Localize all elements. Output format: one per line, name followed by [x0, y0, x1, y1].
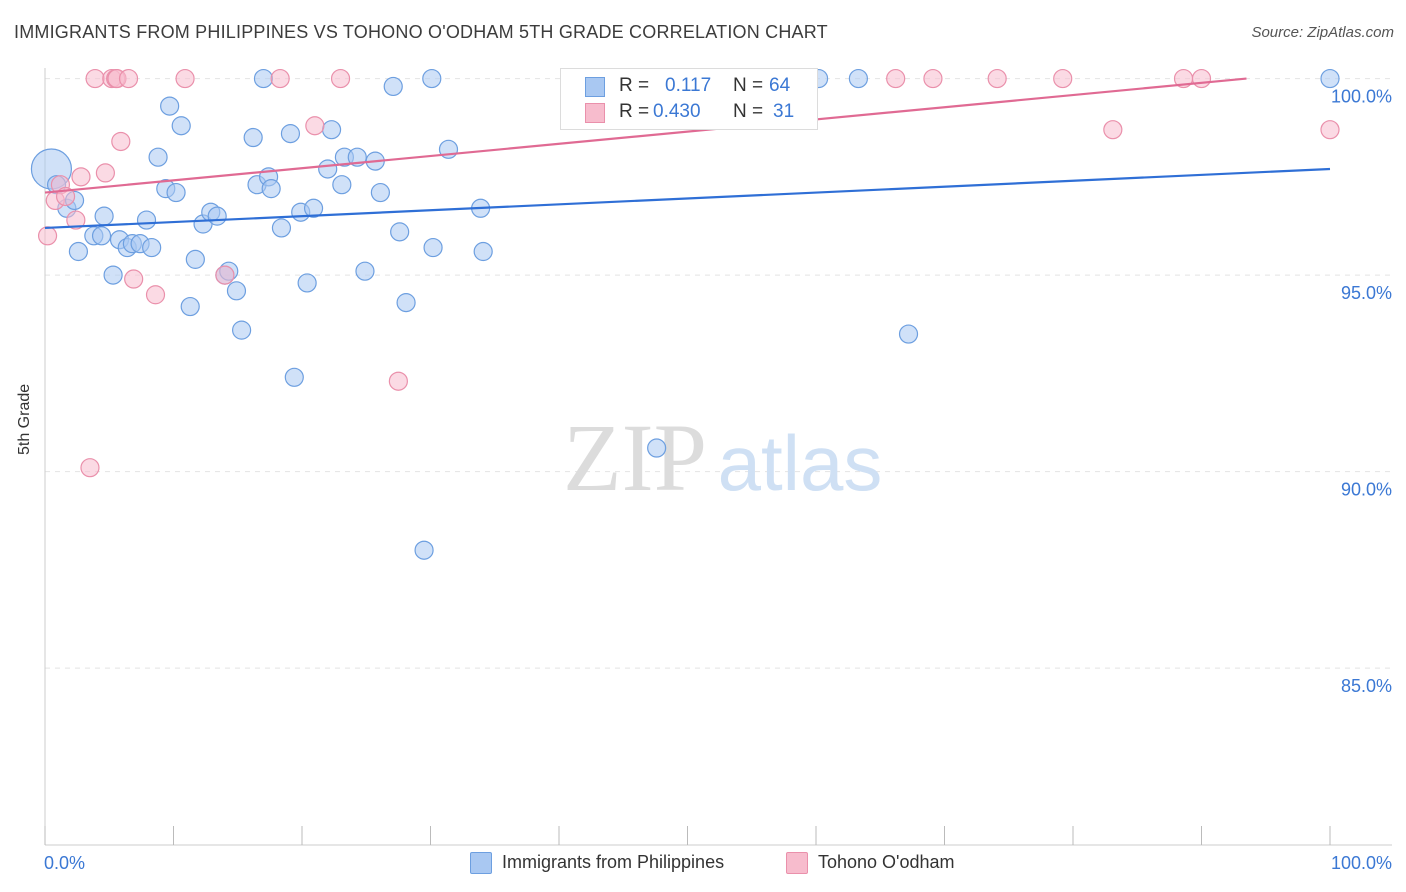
y-tick-label: 85.0% [1341, 676, 1392, 696]
y-tick-label: 95.0% [1341, 283, 1392, 303]
y-axis-label: 5th Grade [16, 383, 33, 455]
point-philippines [280, 124, 301, 144]
legend-n-label: N = [733, 75, 764, 96]
point-tohono [886, 68, 906, 89]
point-tohono [305, 116, 325, 136]
legend-r-value: 0.430 [653, 101, 701, 122]
legend-r-value: 0.117 [665, 75, 712, 96]
point-philippines [171, 116, 191, 136]
point-tohono [118, 68, 139, 89]
point-philippines [253, 68, 274, 89]
y-tick-label: 100.0% [1331, 87, 1392, 107]
point-tohono [923, 68, 943, 89]
data-points [30, 68, 1340, 560]
point-philippines [321, 120, 342, 140]
trend-line-tohono [44, 77, 1247, 194]
point-philippines [243, 127, 263, 148]
legend-swatch-pink [585, 103, 605, 123]
point-tohono [85, 68, 105, 89]
point-philippines [414, 540, 434, 560]
point-tohono [1103, 120, 1123, 140]
point-philippines [103, 265, 123, 285]
point-philippines [261, 179, 281, 199]
legend-n-value: 64 [769, 75, 791, 96]
source-label: Source: ZipAtlas.com [1251, 24, 1394, 41]
legend-swatch-blue [585, 77, 605, 97]
stats-legend: R = 0.117 N = 64 R = 0.430 N = 31 [560, 68, 818, 130]
point-tohono [71, 167, 91, 187]
axes [44, 68, 1392, 846]
watermark: ZIP atlas [563, 404, 882, 511]
point-tohono [80, 458, 100, 478]
legend-series-label: Tohono O'odham [818, 852, 955, 872]
point-tohono [1320, 120, 1340, 140]
point-tohono [270, 68, 290, 89]
point-philippines [318, 159, 338, 179]
point-philippines [297, 273, 317, 293]
point-tohono [987, 68, 1007, 89]
point-tohono [66, 210, 86, 230]
x-tick-label: 0.0% [44, 853, 85, 873]
point-tohono [145, 285, 166, 305]
point-philippines [68, 241, 89, 262]
legend-swatch-pink [786, 852, 808, 874]
point-philippines [370, 182, 390, 203]
watermark-zip: ZIP [563, 404, 707, 511]
legend-n-label: N = [733, 101, 764, 122]
point-philippines [271, 218, 292, 238]
point-philippines [303, 198, 324, 218]
trend-line-philippines [44, 167, 1331, 230]
point-philippines [422, 68, 442, 89]
x-tick-label: 100.0% [1331, 853, 1392, 873]
point-philippines [473, 241, 493, 262]
point-philippines [332, 175, 352, 195]
point-philippines [848, 68, 869, 89]
gridlines [45, 78, 1392, 669]
point-tohono [37, 226, 58, 246]
legend-r-label: R = [619, 75, 650, 96]
point-philippines [136, 210, 157, 230]
point-philippines [647, 438, 667, 458]
watermark-atlas: atlas [718, 419, 883, 507]
point-philippines [396, 293, 416, 313]
point-philippines [148, 147, 168, 167]
point-philippines [898, 324, 919, 344]
point-philippines [207, 206, 227, 226]
point-philippines [284, 367, 304, 387]
point-philippines [390, 222, 410, 242]
y-tick-label: 90.0% [1341, 480, 1392, 500]
point-tohono [111, 131, 131, 152]
legend-series-label: Immigrants from Philippines [502, 852, 725, 872]
point-tohono [1053, 68, 1073, 89]
point-philippines [142, 237, 162, 258]
point-tohono [124, 269, 144, 289]
point-tohono [175, 68, 195, 89]
tick-labels: 100.0% 95.0% 90.0% 85.0% 0.0% 100.0% [44, 87, 1392, 873]
point-philippines [185, 249, 205, 269]
point-philippines [423, 237, 443, 258]
point-tohono [95, 163, 115, 183]
point-philippines [91, 226, 112, 246]
legend-swatch-blue [470, 852, 492, 874]
trend-lines [44, 77, 1331, 230]
point-philippines [180, 296, 200, 317]
point-philippines [166, 182, 186, 203]
point-philippines [94, 206, 114, 226]
point-philippines [1320, 68, 1340, 89]
point-philippines [383, 76, 403, 97]
legend-n-value: 31 [773, 101, 795, 122]
point-tohono [1191, 68, 1212, 89]
point-tohono [388, 371, 408, 391]
point-tohono [330, 68, 351, 89]
legend-r-label: R = [619, 101, 650, 122]
point-philippines [232, 320, 252, 340]
point-tohono [215, 265, 235, 285]
point-philippines [226, 281, 247, 301]
chart-title: IMMIGRANTS FROM PHILIPPINES VS TOHONO O'… [14, 22, 828, 42]
point-philippines [355, 261, 375, 281]
point-philippines [160, 96, 180, 116]
